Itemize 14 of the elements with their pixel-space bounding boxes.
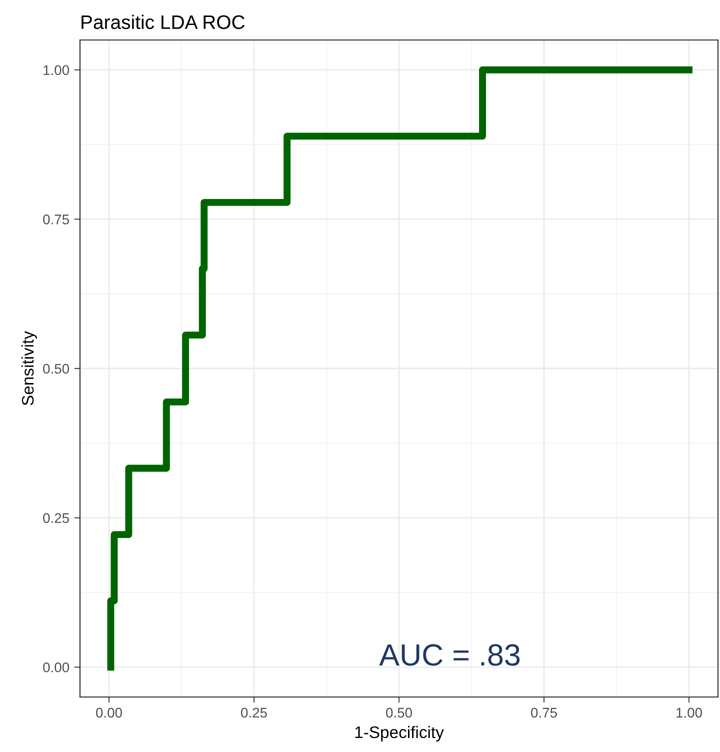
annotation: AUC = .83 (379, 644, 520, 666)
y-tick-label: 0.00 (43, 662, 70, 672)
y-tick-label: 0.50 (43, 364, 70, 374)
x-tick-label: 0.75 (531, 708, 557, 718)
y-axis-title: Sensitivity (21, 331, 37, 406)
x-tick-label: 0.00 (96, 708, 122, 718)
x-axis-title: 1-Specificity (355, 726, 444, 742)
y-tick-label: 1.00 (44, 65, 70, 76)
y-tick-label: 0.75 (43, 214, 70, 224)
y-tick-label: 0.25 (43, 513, 70, 523)
x-tick-label: 1.00 (676, 708, 702, 718)
x-tick-label: 0.50 (386, 708, 412, 718)
x-tick-label: 0.25 (241, 708, 267, 718)
chart-title: Parasitic LDA ROC (82, 14, 245, 30)
